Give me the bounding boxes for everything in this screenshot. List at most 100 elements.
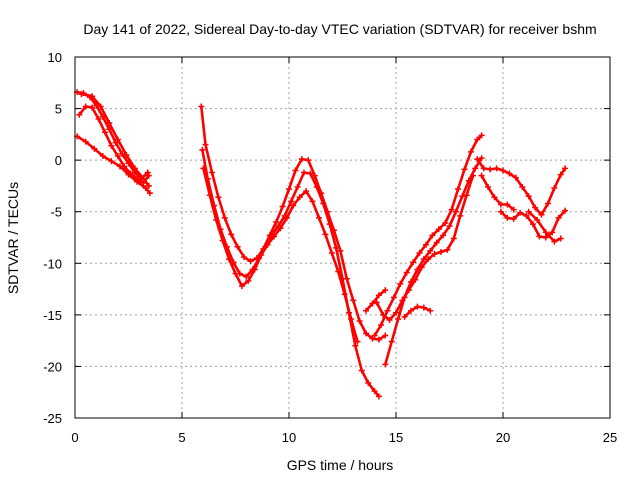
series-line (364, 288, 387, 313)
data-point (146, 190, 153, 197)
data-point (363, 330, 370, 337)
data-point (525, 193, 532, 200)
data-point (365, 379, 372, 386)
data-point (410, 259, 417, 266)
data-point (388, 338, 395, 345)
data-point (341, 291, 348, 298)
data-point (472, 165, 479, 172)
data-point (294, 183, 301, 190)
data-point (369, 335, 376, 342)
data-point (76, 111, 83, 118)
data-point (232, 270, 239, 277)
data-point (354, 338, 361, 345)
data-point (414, 303, 421, 310)
data-point (292, 167, 299, 174)
data-point (534, 216, 541, 223)
data-point (283, 214, 290, 221)
data-point (557, 171, 564, 178)
data-point (333, 244, 340, 251)
data-point (551, 238, 558, 245)
data-point (461, 166, 468, 173)
data-point (542, 229, 549, 236)
data-point (459, 193, 466, 200)
data-point (125, 171, 132, 178)
data-point (309, 198, 316, 205)
data-point (89, 93, 96, 100)
data-point (140, 175, 147, 182)
data-point (412, 276, 419, 283)
data-point (200, 165, 207, 172)
series-arc-3a (371, 132, 485, 339)
data-point (444, 246, 451, 253)
data-point (145, 172, 152, 179)
data-point (390, 294, 397, 301)
data-point (108, 142, 115, 149)
x-tick-label: 25 (603, 430, 617, 445)
series-arc-2a (198, 103, 389, 343)
data-point (525, 208, 532, 215)
data-point (448, 206, 455, 213)
tick-layer: 0 5 10 15 20 25 -25 -20 -15 -10 -5 0 5 10 (43, 50, 617, 445)
y-tick-label: -15 (43, 308, 62, 323)
data-point (264, 241, 271, 248)
data-point (300, 169, 307, 176)
data-point (529, 221, 536, 228)
series-line (200, 105, 387, 341)
data-point (536, 233, 543, 240)
data-point (337, 247, 344, 254)
y-tick-label: -10 (43, 256, 62, 271)
data-point (234, 243, 241, 250)
data-point (478, 172, 485, 179)
series-layer (74, 89, 569, 400)
series-line (375, 174, 475, 322)
y-axis-label: SDTVAR / TECUs (5, 182, 21, 294)
data-point (450, 235, 457, 242)
data-point (455, 186, 462, 193)
series-arc-4c (497, 207, 569, 241)
data-point (407, 307, 414, 314)
data-point (519, 183, 526, 190)
data-point (352, 342, 359, 349)
data-point (371, 388, 378, 395)
series-arc-3c (373, 172, 477, 324)
y-tick-label: 5 (55, 102, 62, 117)
data-point (131, 165, 138, 172)
data-point (215, 194, 222, 201)
data-point (369, 300, 376, 307)
data-point (395, 315, 402, 322)
data-point (542, 234, 549, 241)
data-point (305, 157, 312, 164)
data-point (296, 194, 303, 201)
data-point (532, 204, 539, 211)
data-point (463, 192, 470, 199)
data-point (245, 277, 252, 284)
data-point (399, 297, 406, 304)
x-tick-label: 15 (389, 430, 403, 445)
data-point (313, 183, 320, 190)
data-point (517, 209, 524, 216)
data-point (405, 287, 412, 294)
data-point (504, 214, 511, 221)
data-point (429, 232, 436, 239)
series-arc-4d (525, 208, 564, 245)
data-point (82, 138, 89, 145)
data-point (500, 167, 506, 174)
data-point (427, 307, 434, 314)
data-point (420, 304, 427, 311)
data-point (418, 264, 425, 271)
data-point (228, 231, 235, 238)
series-arc-1d (78, 91, 152, 189)
data-point (562, 165, 569, 172)
data-point (97, 103, 104, 110)
data-point (452, 208, 459, 215)
y-tick-label: 0 (55, 153, 62, 168)
data-point (467, 148, 474, 155)
data-point (382, 361, 389, 368)
data-point (202, 141, 209, 148)
data-point (557, 235, 564, 242)
data-point (328, 249, 335, 256)
series-arc-4b (478, 172, 517, 213)
data-point (307, 170, 314, 177)
data-point (241, 254, 248, 261)
data-point (427, 247, 434, 254)
